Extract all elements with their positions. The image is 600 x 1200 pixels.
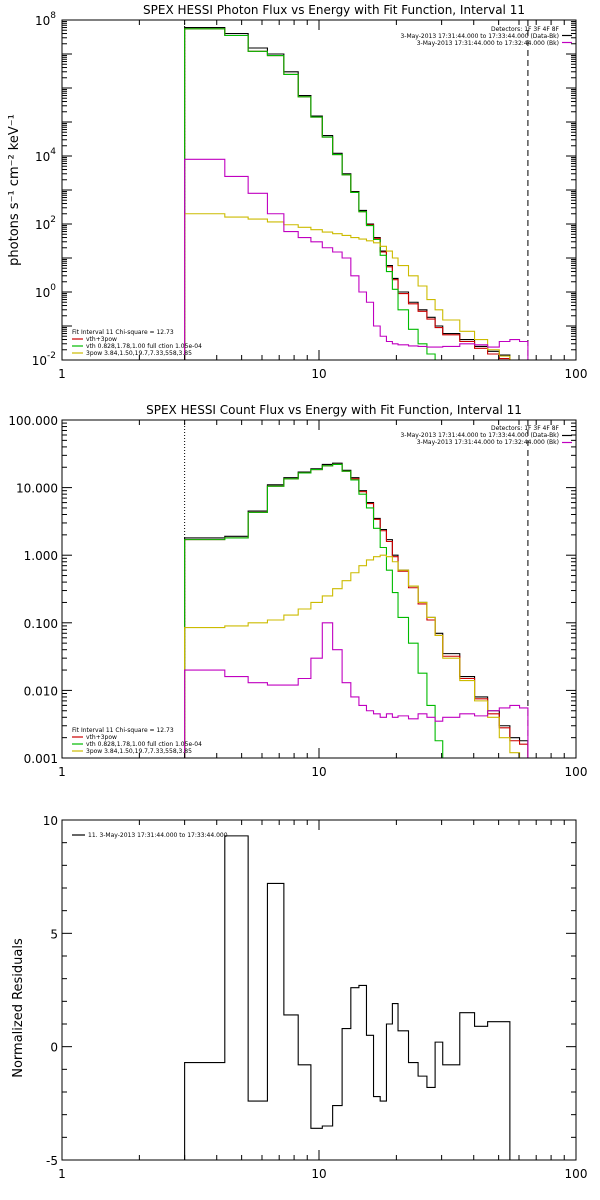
series-line-data-bk [184, 462, 529, 758]
x-tick-label: 1 [58, 1167, 66, 1181]
count-top-legend: Detectors: 1F 3F 4F 8F 3-May-2013 17:31:… [400, 425, 559, 446]
x-tick-label: 10 [311, 1167, 326, 1181]
photon-fit-header: Fit Interval 11 Chi-square = 12.73 [72, 329, 174, 336]
y-tick-label: 102 [35, 215, 56, 232]
count-legend-data-label: 3-May-2013 17:31:44.000 to 17:33:44.000 … [400, 432, 559, 439]
series-line-bk [184, 622, 529, 758]
y-tick-label: 0 [50, 1041, 58, 1055]
residuals-plot-area [184, 835, 511, 1160]
series-line-11-3-may-2013-17-31-44-000-to-17-33-44-000 [184, 835, 511, 1160]
residuals-panel: Normalized Residuals 1 10 100 10 5 0 -5 11. 3-… [11, 814, 587, 1181]
x-tick-label: 10 [311, 765, 326, 779]
photon-axes: 1 10 100 108 104 102 100 10-2 [32, 11, 588, 381]
count-fit-header: Fit Interval 11 Chi-square = 12.73 [72, 727, 174, 734]
count-plot-area [184, 420, 529, 758]
residuals-legend: 11. 3-May-2013 17:31:44.000 to 17:33:44.… [88, 832, 228, 839]
photon-legend-bk-label: 3-May-2013 17:31:44.000 to 17:32:44.000 … [417, 40, 559, 47]
count-fit-legend: Fit Interval 11 Chi-square = 12.73 vth+3… [72, 727, 202, 755]
photon-top-legend: Detectors: 1F 3F 4F 8F 3-May-2013 17:31:… [400, 26, 559, 47]
photon-plot-area [184, 20, 529, 360]
y-tick-label: -5 [46, 1154, 58, 1168]
photon-legend-detectors: Detectors: 1F 3F 4F 8F [491, 26, 560, 33]
series-line-vth [184, 463, 444, 758]
residuals-ylabel: Normalized Residuals [11, 938, 26, 1078]
count-panel-title: SPEX HESSI Count Flux vs Energy with Fit… [146, 403, 522, 417]
y-tick-label: 10-2 [32, 351, 56, 368]
series-line-bk [184, 158, 529, 360]
y-tick-label: 0.001 [24, 752, 58, 766]
photon-fit-entry-1: vth+3pow [86, 336, 117, 343]
x-tick-label: 100 [565, 367, 588, 381]
series-line-3pow [184, 213, 529, 360]
y-tick-label: 0.010 [24, 684, 58, 698]
y-tick-label: 10 [43, 814, 58, 828]
photon-fit-entry-2: vth 0.828,1.78,1.00 full ction 1.05e-04 [86, 343, 202, 350]
count-fit-entry-3: 3pow 3.84,1.50,19.7,7.33,558,3.85 [86, 748, 192, 755]
x-tick-label: 1 [58, 367, 66, 381]
photon-fit-legend: Fit Interval 11 Chi-square = 12.73 vth+3… [72, 329, 202, 357]
y-tick-label: 0.100 [24, 617, 58, 631]
series-line-data-bk [184, 26, 529, 360]
count-flux-panel: SPEX HESSI Count Flux vs Energy with Fit… [8, 403, 587, 779]
x-tick-label: 1 [58, 765, 66, 779]
photon-flux-panel: SPEX HESSI Photon Flux vs Energy with Fi… [7, 3, 587, 381]
count-legend-detectors: Detectors: 1F 3F 4F 8F [491, 425, 560, 432]
count-axes: 1 10 100 100.000 10.000 1.000 0.100 0.010 0.001 [8, 414, 587, 779]
residuals-axes: 1 10 100 10 5 0 -5 [43, 814, 588, 1181]
series-line-vth [184, 28, 443, 360]
x-tick-label: 100 [565, 765, 588, 779]
x-tick-label: 10 [311, 367, 326, 381]
y-tick-label: 10.000 [16, 482, 58, 496]
y-tick-label: 104 [35, 147, 56, 164]
y-tick-label: 100 [35, 283, 56, 300]
y-tick-label: 100.000 [8, 414, 58, 428]
photon-fit-entry-3: 3pow 3.84,1.50,19.7,7.33,558,3.85 [86, 350, 192, 357]
photon-panel-ylabel: photons s⁻¹ cm⁻² keV⁻¹ [7, 114, 22, 266]
y-tick-label: 108 [35, 11, 56, 28]
y-tick-label: 5 [50, 927, 58, 941]
y-tick-label: 1.000 [24, 549, 58, 563]
residuals-legend-label: 11. 3-May-2013 17:31:44.000 to 17:33:44.… [88, 832, 228, 839]
photon-panel-title: SPEX HESSI Photon Flux vs Energy with Fi… [143, 3, 525, 17]
count-fit-entry-2: vth 0.828,1.78,1.00 full ction 1.05e-04 [86, 741, 202, 748]
count-fit-entry-1: vth+3pow [86, 734, 117, 741]
photon-legend-data-label: 3-May-2013 17:31:44.000 to 17:33:44.000 … [400, 33, 559, 40]
series-line-3pow [184, 554, 529, 758]
x-tick-label: 100 [565, 1167, 588, 1181]
count-legend-bk-label: 3-May-2013 17:31:44.000 to 17:32:44.000 … [417, 439, 559, 446]
